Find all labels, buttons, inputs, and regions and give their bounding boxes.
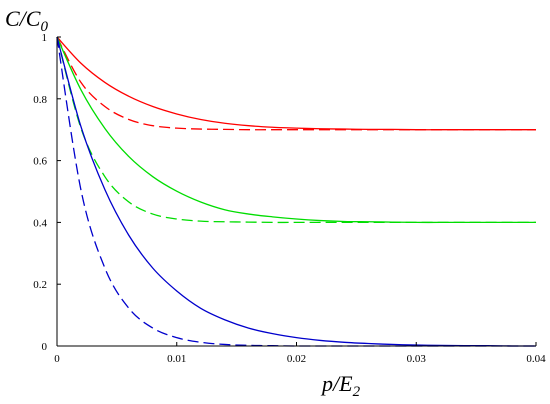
series-line-1 bbox=[56, 36, 536, 131]
y-tick-layer: 0 0.2 0.4 0.6 0.8 1 bbox=[33, 32, 61, 353]
series-layer bbox=[56, 36, 537, 347]
y-tick-label: 0.4 bbox=[33, 217, 47, 229]
y-tick-label: 1 bbox=[42, 32, 48, 44]
x-tick-label: 0.03 bbox=[407, 353, 427, 365]
y-tick-label: 0.8 bbox=[33, 94, 47, 106]
series-line-5 bbox=[56, 36, 537, 347]
y-tick-label: 0 bbox=[42, 341, 48, 353]
x-tick-label: 0.02 bbox=[287, 353, 306, 365]
y-axis-title: C/C0 bbox=[5, 6, 48, 35]
x-tick-layer: 0 0.01 0.02 0.03 0.04 bbox=[54, 342, 546, 365]
x-axis-title-subscript: 2 bbox=[353, 384, 361, 400]
x-tick-label: 0.01 bbox=[167, 353, 186, 365]
series-line-2 bbox=[56, 36, 536, 131]
y-tick-label: 0.6 bbox=[33, 156, 47, 168]
x-tick-label: 0.04 bbox=[526, 353, 546, 365]
x-axis-title: p/E2 bbox=[320, 371, 361, 400]
y-axis-title-subscript: 0 bbox=[40, 19, 48, 35]
series-line-4 bbox=[56, 36, 536, 224]
series-line-6 bbox=[56, 36, 536, 347]
y-tick-label: 0.2 bbox=[33, 279, 47, 291]
x-tick-label: 0 bbox=[54, 353, 60, 365]
